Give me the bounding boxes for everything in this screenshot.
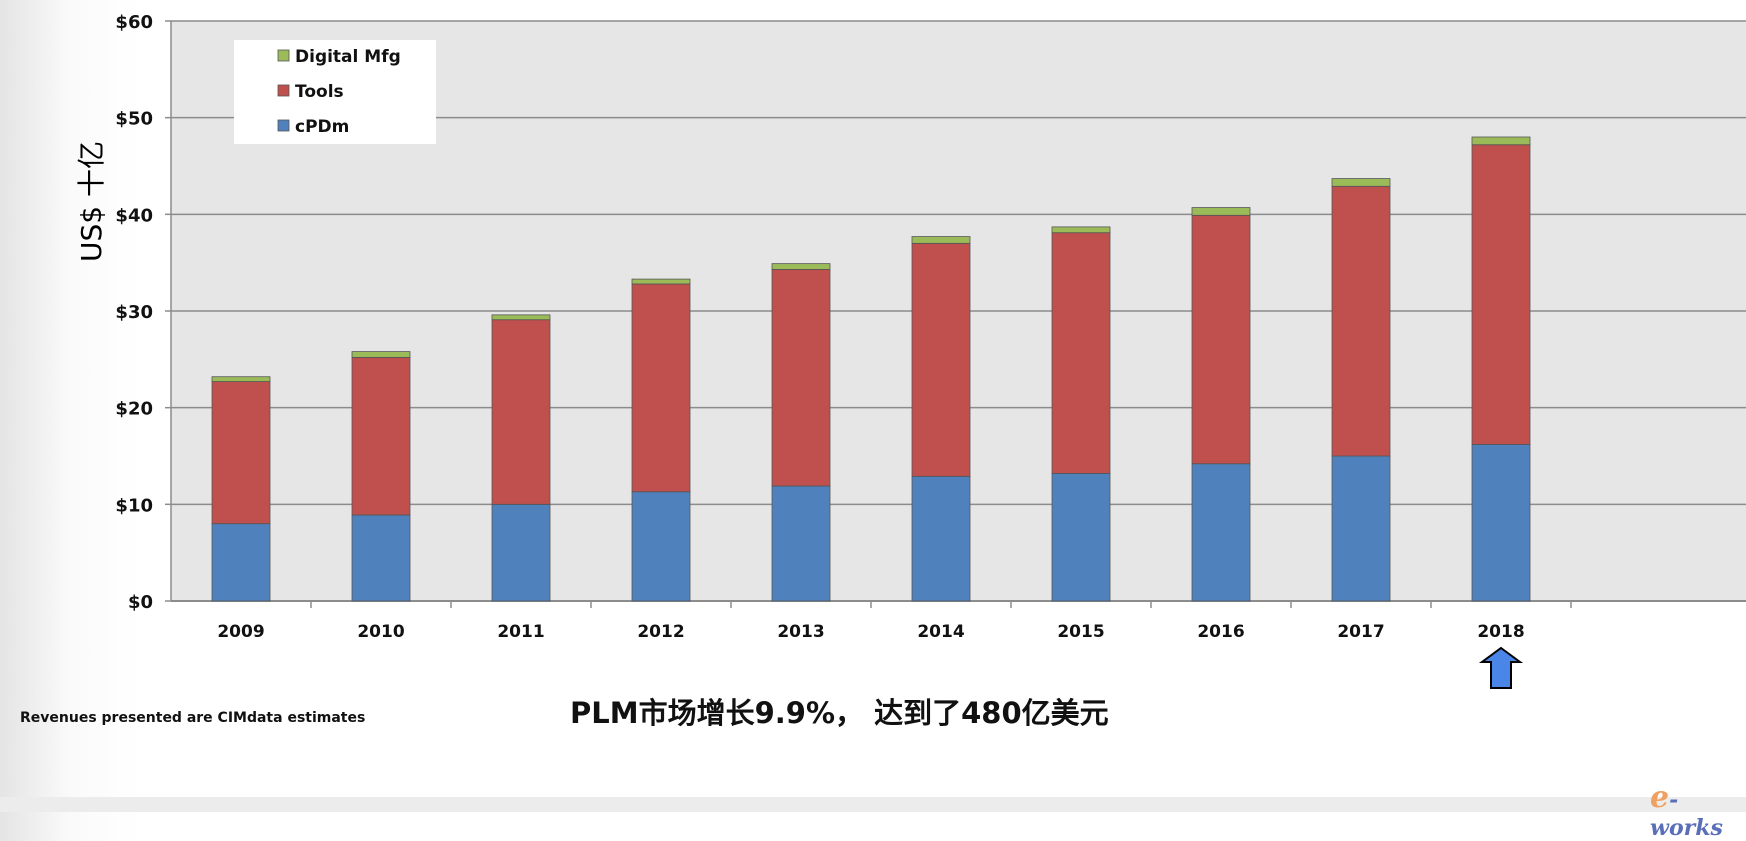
- x-tick-label: 2014: [917, 622, 964, 642]
- y-tick-label: $30: [115, 302, 153, 323]
- bar-cpdm-2009: [211, 523, 271, 602]
- bar-digital-mfg-2018: [1471, 136, 1531, 146]
- bar-tools-2010: [351, 356, 411, 516]
- y-tick-label: $60: [115, 12, 153, 33]
- bar-cpdm-2014: [911, 475, 971, 602]
- bar-tools-2009: [211, 381, 271, 525]
- y-tick-label: $0: [128, 592, 153, 613]
- headline: PLM市场增长9.9%， 达到了480亿美元: [570, 696, 1109, 730]
- bar-tools-2015: [1051, 232, 1111, 474]
- bar-digital-mfg-2009: [211, 376, 271, 382]
- bar-digital-mfg-2013: [771, 263, 831, 270]
- x-tick-label: 2010: [357, 622, 404, 642]
- bar-cpdm-2015: [1051, 472, 1111, 602]
- bar-cpdm-2016: [1191, 463, 1251, 602]
- bar-tools-2013: [771, 269, 831, 487]
- bar-cpdm-2017: [1331, 455, 1391, 602]
- bar-cpdm-2012: [631, 491, 691, 602]
- legend-swatch-cpdm: [277, 119, 290, 132]
- stacked-bar-chart: $0 $10 $20 $30 $40 $50 $60 2009 2010 2011 2012 2013…: [115, 12, 1746, 689]
- bar-digital-mfg-2014: [911, 236, 971, 244]
- x-tick-label: 2011: [497, 622, 544, 642]
- bottom-strip: [0, 797, 1746, 812]
- bar-tools-2018: [1471, 144, 1531, 445]
- x-tick-label: 2015: [1057, 622, 1104, 642]
- bar-tools-2016: [1191, 214, 1251, 465]
- x-tick-label: 2012: [637, 622, 684, 642]
- footnote: Revenues presented are CIMdata estimates: [20, 710, 366, 726]
- bar-cpdm-2010: [351, 514, 411, 602]
- legend-swatch-digital-mfg: [277, 49, 290, 62]
- bar-digital-mfg-2017: [1331, 178, 1391, 187]
- legend-label: Digital Mfg: [295, 47, 401, 67]
- bar-tools-2012: [631, 283, 691, 493]
- legend-label: cPDm: [295, 117, 349, 137]
- x-tick-label: 2009: [217, 622, 264, 642]
- bar-digital-mfg-2010: [351, 351, 411, 358]
- x-tick-label: 2018: [1477, 622, 1524, 642]
- eworks-logo: e-works: [1650, 780, 1723, 841]
- bar-cpdm-2018: [1471, 443, 1531, 602]
- x-tick-label: 2013: [777, 622, 824, 642]
- legend-label: Tools: [295, 82, 344, 102]
- bar-tools-2017: [1331, 185, 1391, 457]
- up-arrow-icon: [1478, 646, 1524, 689]
- bar-cpdm-2013: [771, 485, 831, 602]
- x-tick-label: 2016: [1197, 622, 1244, 642]
- y-tick-label: $50: [115, 109, 153, 130]
- bar-digital-mfg-2011: [491, 314, 551, 321]
- bar-cpdm-2011: [491, 503, 551, 602]
- y-axis-label: US$ 十亿: [75, 141, 108, 262]
- bar-tools-2011: [491, 319, 551, 505]
- bar-digital-mfg-2012: [631, 278, 691, 285]
- legend-swatch-tools: [277, 84, 290, 97]
- y-tick-label: $40: [115, 205, 153, 226]
- bar-tools-2014: [911, 242, 971, 477]
- bar-digital-mfg-2016: [1191, 207, 1251, 216]
- y-tick-label: $20: [115, 399, 153, 420]
- legend: [234, 40, 436, 144]
- y-tick-label: $10: [115, 495, 153, 516]
- bar-digital-mfg-2015: [1051, 226, 1111, 234]
- x-tick-label: 2017: [1337, 622, 1384, 642]
